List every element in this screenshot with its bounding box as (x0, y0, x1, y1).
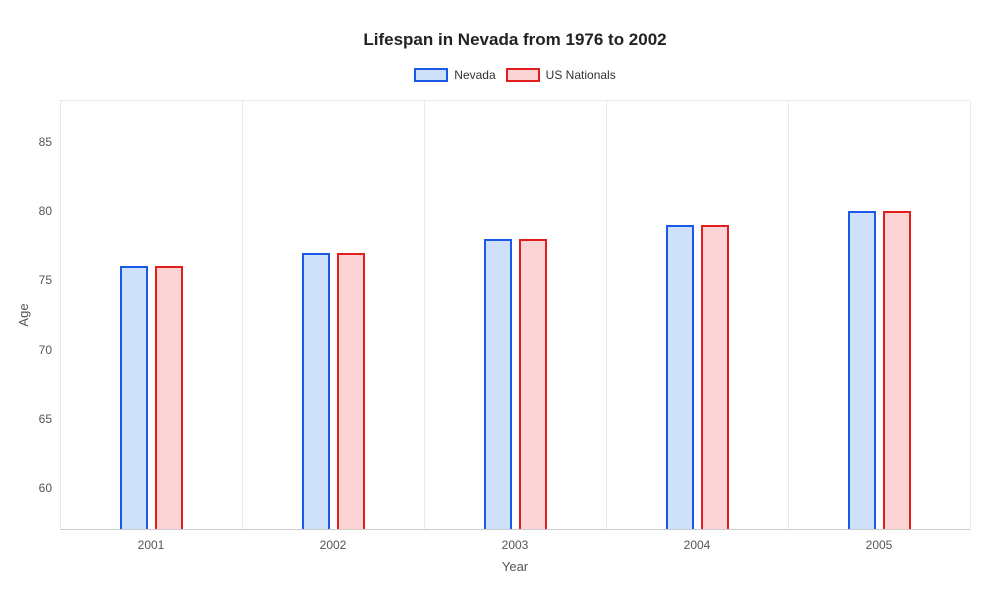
bar[interactable] (519, 239, 547, 530)
legend-item-nevada[interactable]: Nevada (414, 68, 495, 82)
legend-swatch-us-nationals (506, 68, 540, 82)
bar[interactable] (337, 253, 365, 530)
bar[interactable] (848, 211, 876, 530)
legend-item-us-nationals[interactable]: US Nationals (506, 68, 616, 82)
y-tick-label: 80 (22, 204, 52, 218)
y-tick-label: 85 (22, 135, 52, 149)
x-tick-label: 2001 (138, 538, 165, 552)
legend-swatch-nevada (414, 68, 448, 82)
bar[interactable] (883, 211, 911, 530)
legend-label: Nevada (454, 68, 495, 82)
bars-layer (60, 100, 970, 530)
bar[interactable] (484, 239, 512, 530)
x-tick-label: 2002 (320, 538, 347, 552)
legend: Nevada US Nationals (60, 68, 970, 82)
x-tick-label: 2003 (502, 538, 529, 552)
x-tick-label: 2005 (866, 538, 893, 552)
bar[interactable] (666, 225, 694, 530)
baseline (60, 529, 970, 530)
y-axis: 60 65 70 75 80 85 (20, 100, 60, 530)
bar[interactable] (120, 266, 148, 530)
chart-title: Lifespan in Nevada from 1976 to 2002 (60, 30, 970, 50)
chart-container: Lifespan in Nevada from 1976 to 2002 Nev… (0, 0, 1000, 600)
plot-area: Age 606570758085 Year 200120022003200420… (60, 100, 970, 530)
legend-label: US Nationals (546, 68, 616, 82)
y-tick-label: 60 (22, 481, 52, 495)
x-axis-label: Year (502, 559, 528, 574)
grid-line (970, 101, 971, 530)
x-tick-label: 2004 (684, 538, 711, 552)
y-tick-label: 75 (22, 273, 52, 287)
bar[interactable] (302, 253, 330, 530)
bar[interactable] (155, 266, 183, 530)
bar[interactable] (701, 225, 729, 530)
y-tick-label: 70 (22, 343, 52, 357)
y-tick-label: 65 (22, 412, 52, 426)
